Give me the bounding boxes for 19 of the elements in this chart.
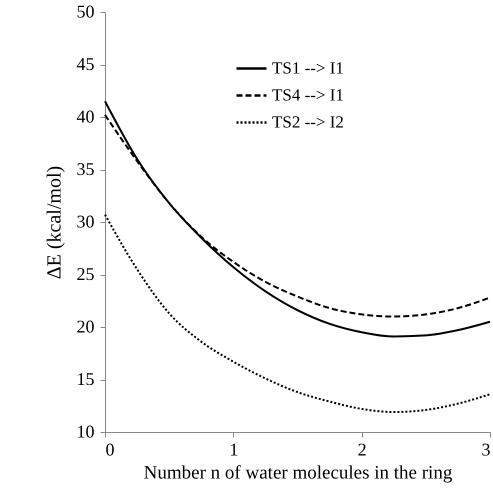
legend-label: TS2 --> I2 xyxy=(272,112,344,132)
y-tick-label: 45 xyxy=(76,54,94,74)
y-tick-label: 40 xyxy=(76,106,94,126)
y-tick-label: 30 xyxy=(76,212,94,232)
y-tick-label: 25 xyxy=(76,264,94,284)
x-tick-label: 2 xyxy=(358,440,367,460)
legend-label: TS4 --> I1 xyxy=(272,86,344,104)
y-axis-title: ΔE (kcal/mol) xyxy=(44,166,66,280)
x-axis-title: Number n of water molecules in the ring xyxy=(144,462,453,484)
legend-label: TS1 --> I1 xyxy=(272,58,344,78)
y-tick-label: 50 xyxy=(76,2,94,22)
line-series xyxy=(104,214,491,414)
y-tick-label: 15 xyxy=(76,369,94,389)
y-tick-label: 10 xyxy=(76,422,94,442)
x-tick-label: 3 xyxy=(482,440,490,460)
y-tick-label: 35 xyxy=(76,159,94,179)
y-tick-label: 20 xyxy=(76,316,94,336)
x-tick-label: 0 xyxy=(106,440,114,460)
x-tick-label: 1 xyxy=(229,440,238,460)
